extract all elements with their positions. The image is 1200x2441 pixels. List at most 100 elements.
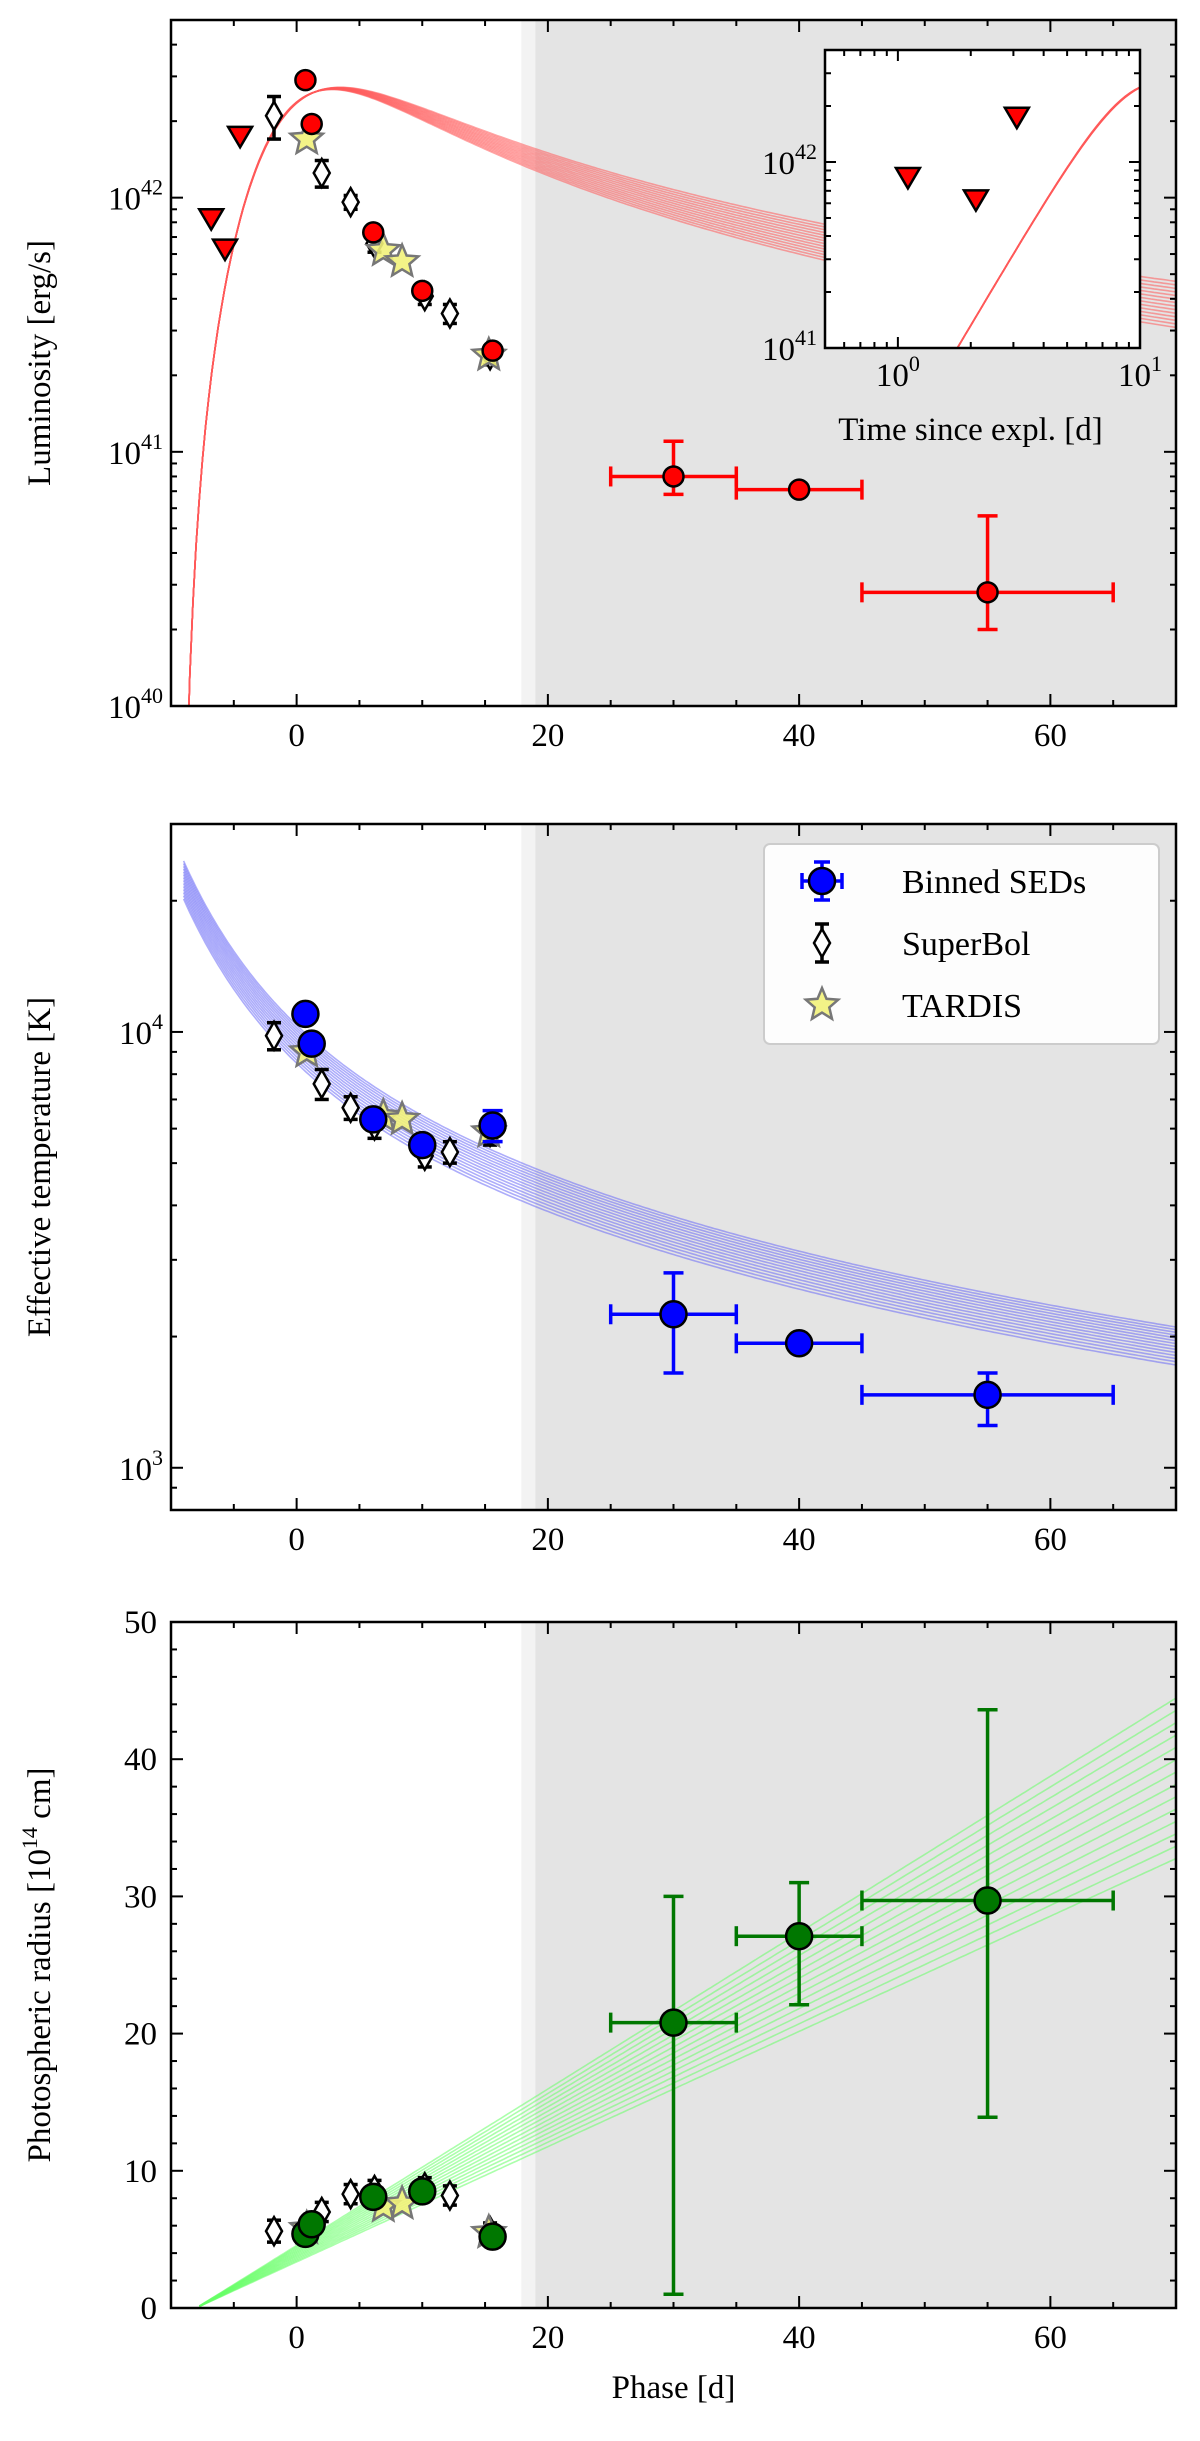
superbol-point xyxy=(312,1067,332,1101)
binned-point xyxy=(478,2222,507,2251)
binned-point xyxy=(478,1111,507,1140)
tardis-point xyxy=(382,1099,422,1136)
y-tick-label-base: 10 xyxy=(108,436,141,472)
binned-point xyxy=(976,581,999,604)
legend-binned-label: Binned SEDs xyxy=(902,864,1086,901)
y-tick-label-exp: 42 xyxy=(141,175,163,200)
x-tick-label: 0 xyxy=(288,1522,305,1558)
y-tick-label: 1042 xyxy=(108,175,163,218)
superbol-point xyxy=(440,1135,460,1169)
superbol-point xyxy=(264,99,284,133)
y-tick-label-base: 10 xyxy=(119,1016,152,1052)
binned-point xyxy=(294,68,317,92)
model-line xyxy=(182,877,1176,1345)
inset-upper-limit xyxy=(961,189,991,214)
x-tick-label: 40 xyxy=(783,1522,816,1558)
shade-edge xyxy=(521,824,536,1510)
superbol-point xyxy=(264,1019,284,1053)
y-axis-label-text: Photospheric radius [10 xyxy=(22,1849,58,2162)
tardis-point xyxy=(287,118,326,156)
inset-x-tick-label: 101 xyxy=(1118,351,1162,394)
inset-x-tick-label-exp: 0 xyxy=(909,351,920,376)
binned-point xyxy=(411,279,434,303)
model-line xyxy=(182,863,1176,1331)
legend: Binned SEDs SuperBol TARDIS xyxy=(763,843,1160,1045)
x-tick-label: 60 xyxy=(1034,718,1067,754)
model-line xyxy=(198,1709,1176,2307)
binned-point xyxy=(784,1921,814,1951)
model-line xyxy=(182,865,1176,1334)
y-axis-label-text: Luminosity [erg/s] xyxy=(22,240,58,486)
superbol-point xyxy=(440,297,460,331)
x-tick-label: 0 xyxy=(288,2320,305,2356)
inset-y-tick-label-exp: 41 xyxy=(795,325,817,350)
y-tick-label: 50 xyxy=(124,1605,157,1641)
model-line xyxy=(198,1820,1176,2308)
x-tick-label: 60 xyxy=(1034,1522,1067,1558)
legend-box xyxy=(763,843,1160,1045)
inset-y-tick-label: 1042 xyxy=(762,139,817,182)
tardis-point xyxy=(382,241,422,279)
y-tick-label: 40 xyxy=(124,1742,157,1778)
model-line xyxy=(182,871,1176,1339)
y-axis-label: Effective temperature [K] xyxy=(22,997,58,1337)
model-line xyxy=(182,880,1176,1348)
binned-point xyxy=(481,339,504,362)
y-tick-label: 30 xyxy=(124,1879,157,1915)
inset: 10 0 101 1041 1042 Time since expl. [d] xyxy=(762,48,1162,448)
y-axis-label-tail: cm] xyxy=(22,1767,58,1827)
x-tick-label: 20 xyxy=(531,718,564,754)
upper-limit-marker xyxy=(210,238,240,263)
y-axis-label: Photospheric radius [1014 cm] xyxy=(17,1767,58,2162)
superbol-point xyxy=(312,156,332,190)
y-axis-label-text: Effective temperature [K] xyxy=(22,997,58,1337)
model-line xyxy=(198,1833,1176,2308)
binned-point xyxy=(973,1380,1002,1410)
y-tick-label: 1040 xyxy=(108,683,163,726)
y-tick-label: 103 xyxy=(119,1445,163,1488)
binned-point xyxy=(362,221,385,244)
legend-tardis-marker xyxy=(802,984,842,1022)
model-line xyxy=(198,1734,1176,2307)
legend-superbol-marker xyxy=(812,926,832,960)
inset-y-tick-label-base: 10 xyxy=(762,146,795,182)
binned-point xyxy=(408,2177,437,2206)
inset-frame xyxy=(823,48,1142,350)
model-line xyxy=(198,1722,1176,2307)
y-tick-label-base: 10 xyxy=(108,182,141,218)
x-tick-label: 60 xyxy=(1034,2320,1067,2356)
upper-limit-marker xyxy=(225,125,255,150)
binned-point xyxy=(784,1329,814,1358)
binned-point xyxy=(408,1130,437,1160)
y-tick-label-exp: 4 xyxy=(152,1009,163,1034)
y-tick-label: 0 xyxy=(141,2291,158,2327)
y-tick-label-exp: 40 xyxy=(141,683,163,708)
x-tick-label: 0 xyxy=(288,718,305,754)
model-line xyxy=(198,1796,1176,2308)
y-tick-label: 20 xyxy=(124,2017,157,2053)
binned-point xyxy=(300,112,323,136)
shade-edge xyxy=(521,1622,536,2308)
inset-upper-limit xyxy=(893,166,923,191)
superbol-point xyxy=(341,185,361,219)
superbol-point xyxy=(341,1091,361,1125)
inset-x-axis-label: Time since expl. [d] xyxy=(838,412,1103,448)
model-line xyxy=(198,1771,1176,2308)
binned-point xyxy=(787,478,811,501)
shaded-region xyxy=(535,1622,1176,2308)
y-tick-label-base: 10 xyxy=(108,690,141,726)
inset-x-tick-label-exp: 1 xyxy=(1151,351,1162,376)
model-line xyxy=(198,1808,1176,2308)
legend-tardis-label: TARDIS xyxy=(902,988,1022,1025)
model-line xyxy=(182,874,1176,1342)
superbol-point xyxy=(440,2178,460,2213)
shade-edge xyxy=(521,20,536,706)
binned-point xyxy=(662,465,685,488)
inset-y-tick-label: 1041 xyxy=(762,325,817,368)
panel-radius: 0 20 40 60 0 10 20 30 40 50 Photospheric radius [1… xyxy=(17,1605,1178,2406)
model-line xyxy=(198,1783,1176,2308)
